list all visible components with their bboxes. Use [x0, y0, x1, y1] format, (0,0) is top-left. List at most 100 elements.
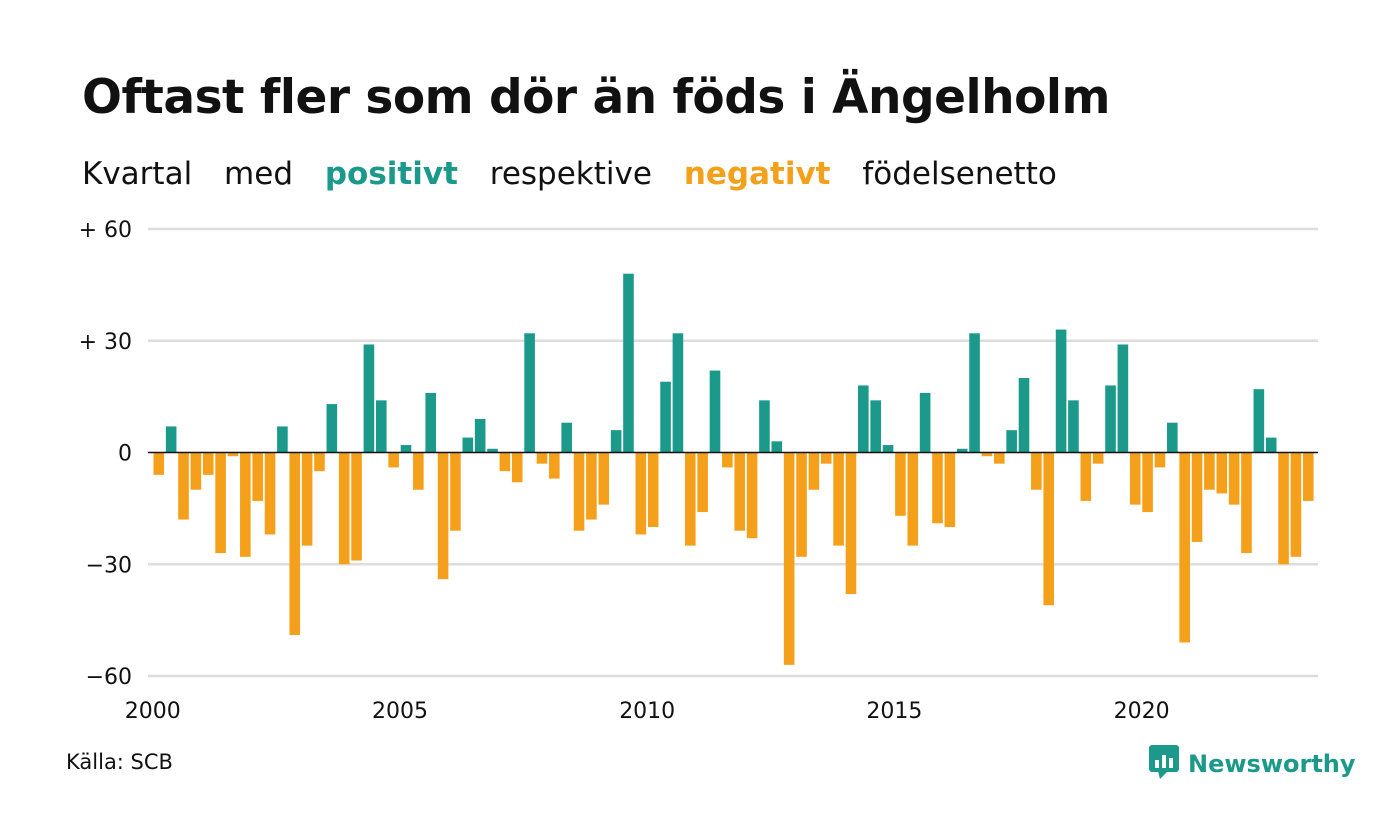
y-tick-label: + 30	[79, 330, 132, 355]
x-tick-label: 2005	[372, 699, 428, 724]
bar	[1129, 452, 1141, 505]
bar	[1080, 452, 1092, 501]
brand-name: Newsworthy	[1188, 750, 1356, 778]
bar	[227, 452, 239, 457]
bar	[858, 385, 869, 453]
bar	[783, 452, 795, 665]
bar	[511, 452, 523, 483]
subtitle-negative-word: negativt	[683, 156, 831, 192]
bar	[722, 452, 733, 468]
bar	[1031, 452, 1042, 490]
bar	[202, 452, 214, 475]
y-tick-label: −60	[86, 665, 132, 690]
bar	[1179, 452, 1190, 643]
bar	[993, 452, 1005, 464]
bar	[450, 452, 461, 531]
bar	[375, 400, 387, 453]
bar	[474, 418, 486, 453]
bar	[796, 452, 807, 557]
bar	[524, 333, 535, 453]
bar	[252, 452, 263, 501]
bar	[759, 400, 770, 453]
bar	[413, 452, 424, 490]
bar	[882, 445, 894, 453]
bar	[487, 448, 498, 453]
bar	[1043, 452, 1055, 606]
bar	[165, 426, 177, 453]
bar	[919, 392, 931, 453]
bar	[561, 422, 572, 453]
bar	[586, 452, 597, 520]
y-tick-label: 0	[118, 442, 132, 467]
bar	[1068, 400, 1079, 453]
bar	[932, 452, 943, 524]
bar	[598, 452, 610, 505]
bar	[697, 452, 708, 513]
bar	[1154, 452, 1166, 468]
bar	[1278, 452, 1289, 565]
bar	[944, 452, 956, 527]
bar	[400, 445, 412, 453]
bar	[647, 452, 659, 527]
bar	[808, 452, 820, 490]
bar	[833, 452, 844, 546]
bar	[1055, 329, 1067, 453]
brand-logo[interactable]: Newsworthy	[1148, 744, 1356, 784]
subtitle-text-fodelsenetto: födelsenetto	[862, 156, 1057, 192]
bar	[326, 404, 338, 453]
subtitle-text-kvartal: Kvartal	[82, 156, 193, 192]
bar	[1117, 344, 1129, 453]
bar	[684, 452, 696, 546]
chart-subtitle: Kvartal med positivt respektive negativt…	[82, 156, 1079, 192]
bar	[1253, 389, 1265, 453]
bar	[499, 452, 511, 472]
bar	[215, 452, 226, 554]
source-note: Källa: SCB	[66, 750, 173, 774]
bar	[549, 452, 560, 479]
y-tick-label: −30	[86, 553, 132, 578]
bar	[1265, 437, 1277, 453]
bar	[981, 452, 993, 457]
x-tick-label: 2010	[619, 699, 675, 724]
bar	[425, 392, 437, 453]
bar	[635, 452, 647, 535]
bar	[338, 452, 350, 565]
bar	[1228, 452, 1240, 505]
bar	[240, 452, 251, 557]
bar	[277, 426, 288, 453]
bar	[1302, 452, 1314, 501]
subtitle-text-respektive: respektive	[489, 156, 652, 192]
bar	[264, 452, 276, 535]
bar	[623, 273, 634, 453]
bar	[314, 452, 325, 472]
bar	[1241, 452, 1252, 554]
bar	[820, 452, 832, 464]
bar	[178, 452, 189, 520]
bar	[437, 452, 449, 580]
bar	[190, 452, 202, 490]
bar	[845, 452, 857, 595]
bar	[746, 452, 758, 539]
x-tick-label: 2015	[866, 699, 922, 724]
bar	[153, 452, 165, 475]
bar	[709, 370, 721, 453]
bar	[1216, 452, 1228, 494]
chart-title: Oftast fler som dör än föds i Ängelholm	[82, 70, 1110, 125]
bar	[573, 452, 585, 531]
bar	[1018, 378, 1030, 453]
bar	[301, 452, 313, 546]
bar	[969, 333, 980, 453]
bar	[771, 441, 783, 453]
newsworthy-logo-icon	[1148, 744, 1180, 784]
bar	[1167, 422, 1178, 453]
bar	[1105, 385, 1116, 453]
bar	[1092, 452, 1104, 464]
bar	[351, 452, 362, 561]
bar	[672, 333, 684, 453]
bar	[363, 344, 375, 453]
x-tick-label: 2020	[1114, 699, 1170, 724]
bar	[734, 452, 746, 531]
bar	[388, 452, 399, 468]
subtitle-positive-word: positivt	[324, 156, 458, 192]
bar	[536, 452, 548, 464]
